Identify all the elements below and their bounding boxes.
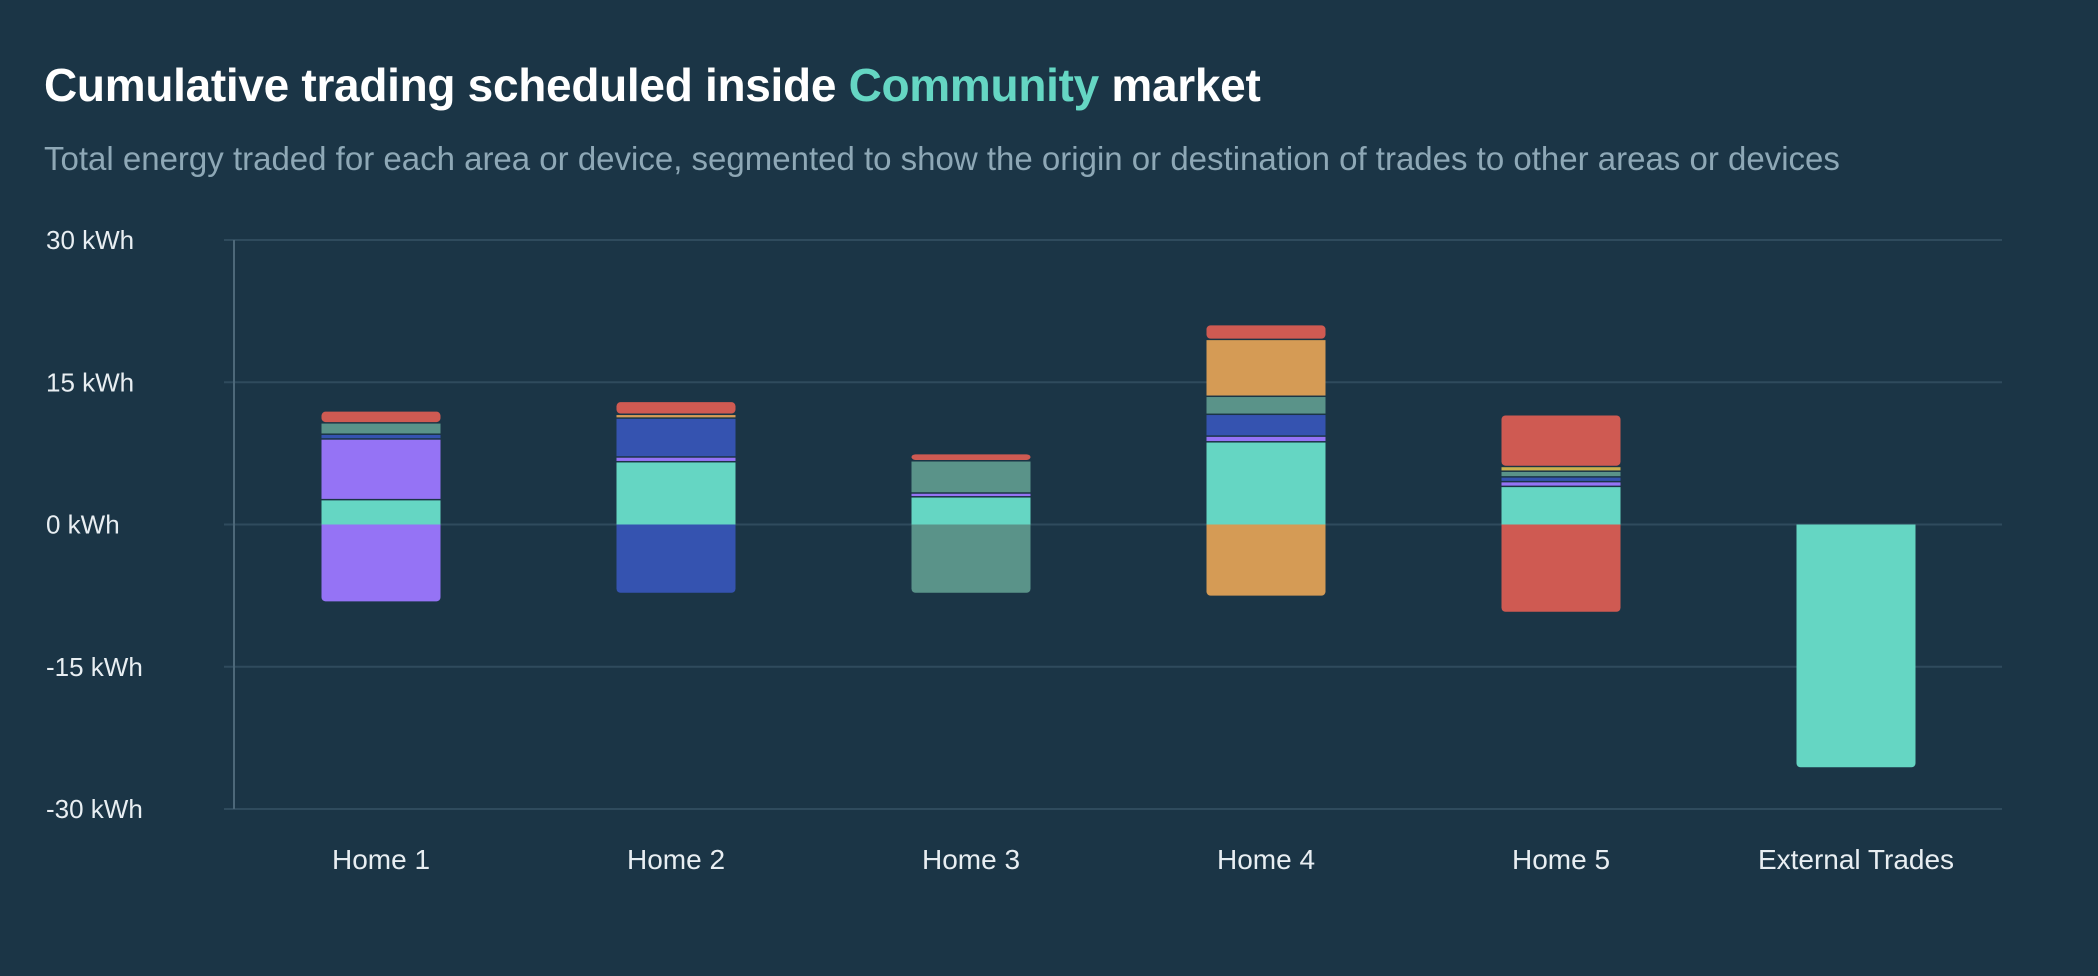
x-tick-label: Home 2 bbox=[627, 844, 725, 875]
bar-segment-cap bbox=[1501, 524, 1621, 529]
y-tick-label: -15 kWh bbox=[46, 652, 143, 682]
y-axis-tick-labels: 30 kWh 15 kWh 0 kWh -15 kWh -30 kWh bbox=[46, 225, 143, 824]
bar-home-5 bbox=[1501, 415, 1621, 612]
bar-home-3 bbox=[911, 454, 1031, 593]
bar-segment bbox=[911, 493, 1031, 497]
bar-segment bbox=[911, 497, 1031, 525]
bar-segment bbox=[1501, 524, 1621, 612]
title-text-end: market bbox=[1111, 59, 1261, 111]
bar-segment bbox=[1206, 524, 1326, 596]
bar-segment bbox=[321, 439, 441, 499]
bar-home-4 bbox=[1206, 325, 1326, 596]
bar-segment bbox=[911, 461, 1031, 493]
bar-segment bbox=[616, 462, 736, 525]
bars bbox=[321, 325, 1916, 768]
bar-segment bbox=[1206, 397, 1326, 414]
bar-segment bbox=[616, 524, 736, 593]
x-tick-label: Home 1 bbox=[332, 844, 430, 875]
bar-segment bbox=[321, 411, 441, 423]
chart-subtitle: Total energy traded for each area or dev… bbox=[44, 140, 1840, 177]
y-tick-label: 30 kWh bbox=[46, 225, 134, 255]
bar-segment-cap bbox=[616, 524, 736, 529]
x-tick-label: Home 4 bbox=[1217, 844, 1315, 875]
bar-segment bbox=[1501, 487, 1621, 525]
x-tick-label: External Trades bbox=[1758, 844, 1954, 875]
y-tick-label: 15 kWh bbox=[46, 367, 134, 397]
x-axis-tick-labels: Home 1 Home 2 Home 3 Home 4 Home 5 External T… bbox=[332, 844, 1954, 875]
bar-segment bbox=[321, 500, 441, 525]
bar-segment bbox=[1501, 482, 1621, 486]
bar-segment-cap bbox=[1206, 524, 1326, 529]
bar-segment bbox=[1501, 415, 1621, 466]
bar-segment bbox=[1796, 524, 1916, 768]
bar-segment-cap bbox=[911, 524, 1031, 529]
bar-segment bbox=[1206, 340, 1326, 396]
title-market-name: Community bbox=[848, 59, 1100, 111]
bar-segment bbox=[1206, 436, 1326, 442]
bar-segment bbox=[911, 524, 1031, 593]
bar-segment-cap bbox=[321, 524, 441, 529]
bar-segment bbox=[616, 402, 736, 414]
bar-segment bbox=[1206, 325, 1326, 339]
bar-segment bbox=[321, 423, 441, 434]
bar-segment bbox=[1501, 477, 1621, 481]
bar-segment bbox=[1206, 442, 1326, 525]
grid-lines bbox=[224, 239, 2002, 810]
bar-segment bbox=[616, 457, 736, 461]
bar-segment bbox=[1501, 471, 1621, 477]
x-tick-label: Home 5 bbox=[1512, 844, 1610, 875]
bar-segment bbox=[321, 524, 441, 602]
chart-title: Cumulative trading scheduled inside Comm… bbox=[44, 58, 1261, 112]
bar-segment-cap bbox=[1796, 524, 1916, 529]
x-tick-label: Home 3 bbox=[922, 844, 1020, 875]
bar-external-trades bbox=[1796, 524, 1916, 768]
title-text-start: Cumulative trading scheduled inside bbox=[44, 59, 837, 111]
y-tick-label: -30 kWh bbox=[46, 794, 143, 824]
bar-segment bbox=[616, 415, 736, 418]
bar-segment bbox=[1206, 415, 1326, 436]
bar-home-2 bbox=[616, 402, 736, 593]
bar-home-1 bbox=[321, 411, 441, 602]
bar-segment bbox=[911, 454, 1031, 461]
bar-segment bbox=[321, 434, 441, 439]
bar-segment bbox=[1501, 467, 1621, 471]
bar-segment bbox=[616, 418, 736, 457]
y-tick-label: 0 kWh bbox=[46, 510, 120, 540]
